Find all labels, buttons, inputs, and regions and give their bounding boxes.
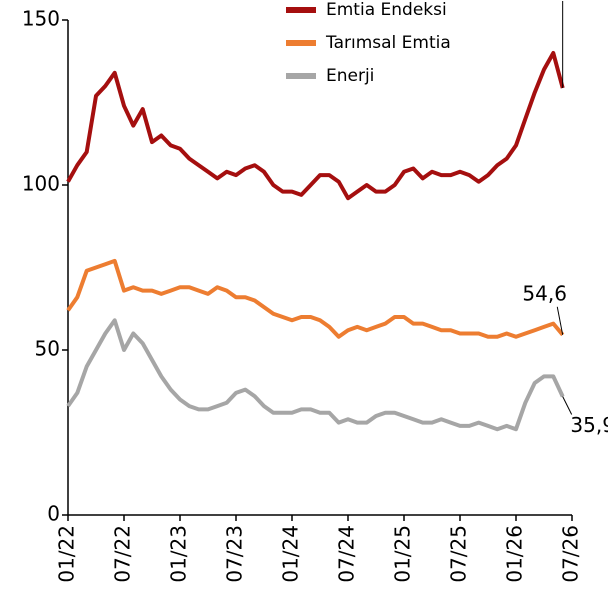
x-tick-label: 01/26: [503, 525, 527, 583]
label-leader: [562, 396, 573, 415]
x-tick-label: 01/23: [167, 525, 191, 583]
series-line: [66, 258, 565, 339]
legend-label: Emtia Endeksi: [326, 0, 447, 20]
x-tick-label: 07/25: [447, 525, 471, 583]
y-tick-label: 50: [35, 337, 60, 361]
series-line: [66, 51, 565, 201]
x-tick-label: 01/25: [391, 525, 415, 583]
legend-label: Tarımsal Emtia: [325, 33, 451, 53]
legend-label: Enerji: [326, 66, 374, 86]
series-line: [66, 318, 565, 432]
y-tick-label: 150: [22, 7, 60, 31]
x-tick-label: 07/26: [559, 525, 583, 583]
x-tick-label: 07/23: [223, 525, 247, 583]
value-label: 54,6: [522, 281, 567, 305]
x-tick-label: 01/24: [279, 525, 303, 583]
x-tick-label: 01/22: [55, 525, 79, 583]
x-tick-label: 07/24: [335, 525, 359, 583]
y-tick-label: 0: [47, 502, 60, 526]
value-label: 35,9: [570, 413, 608, 437]
x-tick-label: 07/22: [111, 525, 135, 583]
y-tick-label: 100: [22, 172, 60, 196]
label-leader: [556, 306, 564, 335]
